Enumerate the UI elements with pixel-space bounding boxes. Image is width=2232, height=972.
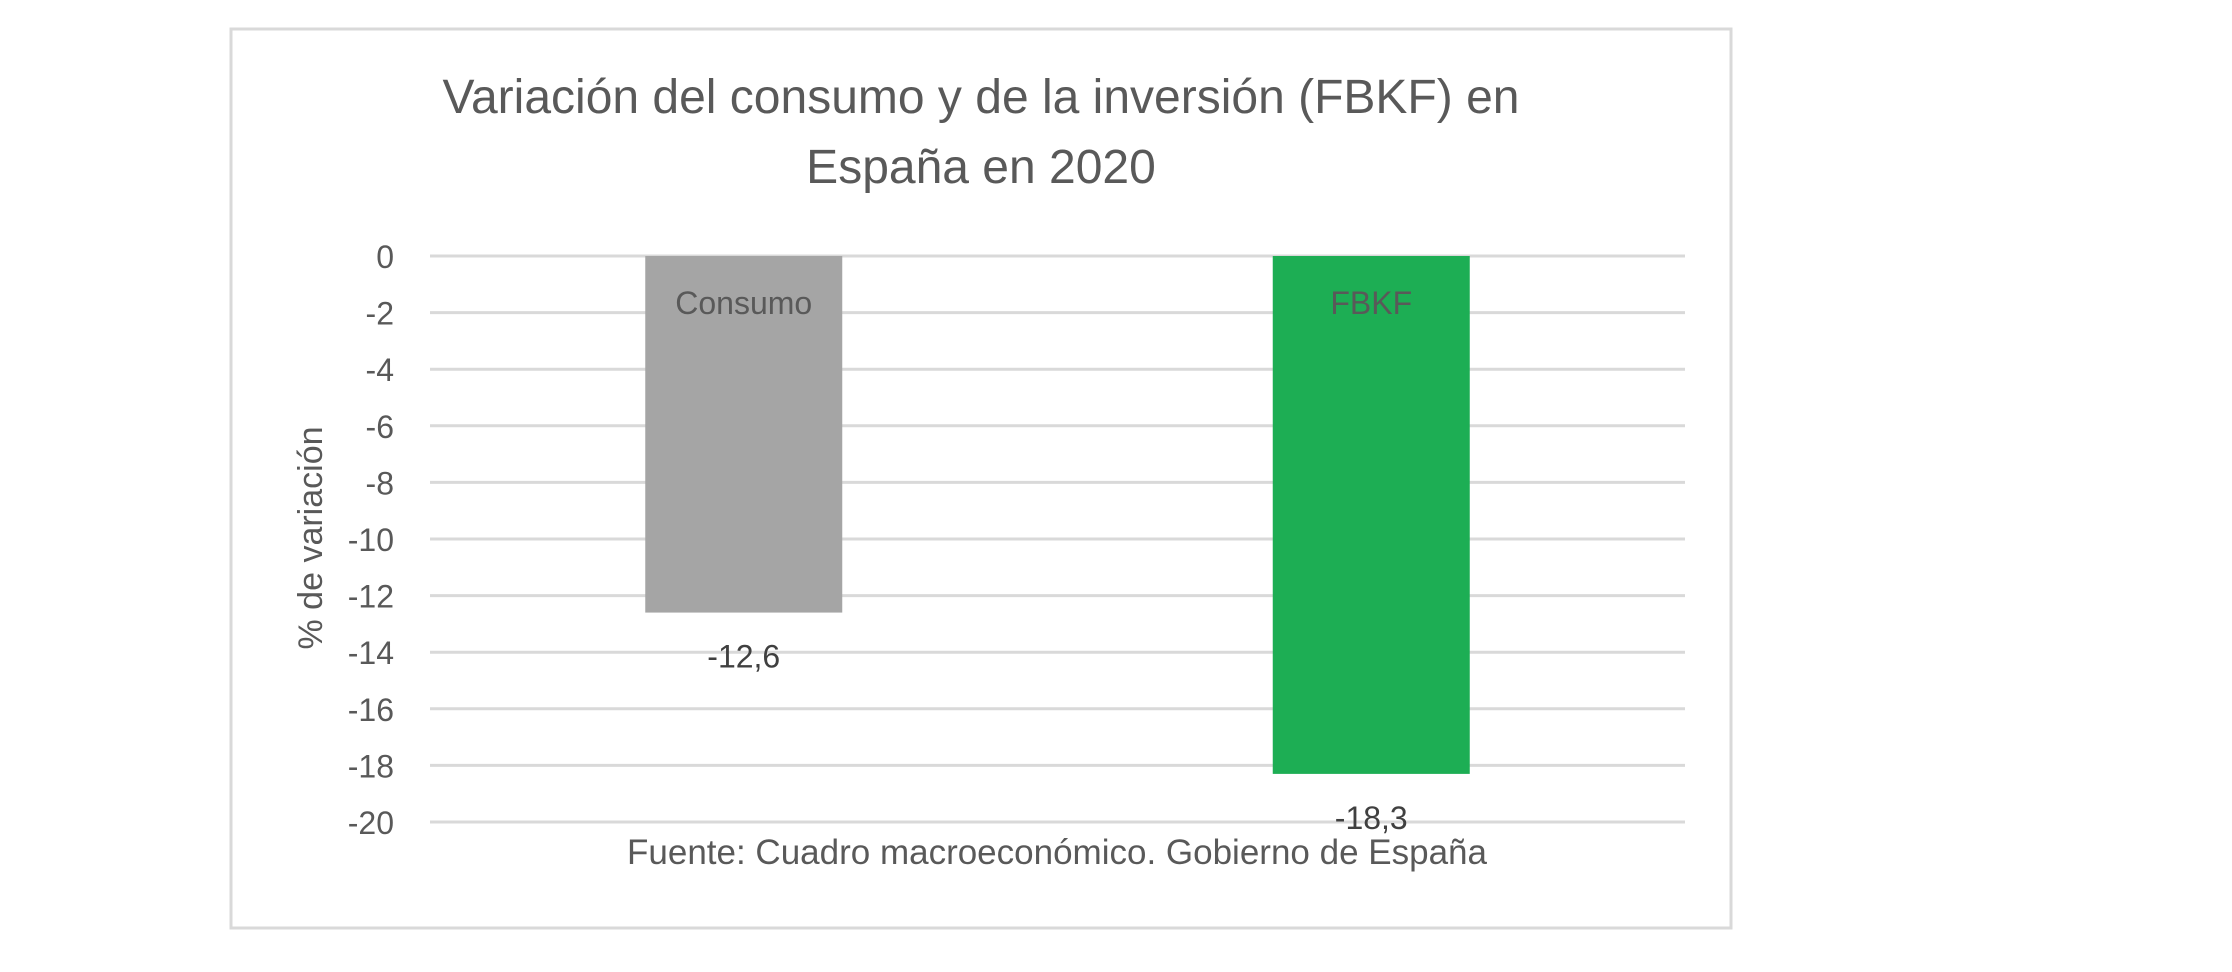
y-tick-label: 0: [376, 239, 394, 275]
chart-title-line-2: España en 2020: [806, 141, 1156, 194]
y-axis-label: % de variación: [292, 426, 330, 649]
value-label: -12,6: [707, 639, 780, 675]
y-tick-label: -6: [366, 409, 394, 445]
bars: [645, 256, 1470, 774]
y-tick-label: -4: [366, 352, 394, 388]
data-labels: Consumo -12,6 FBKF -18,3: [675, 285, 1412, 836]
y-tick-label: -20: [348, 805, 394, 841]
y-tick-label: -2: [366, 296, 394, 332]
gridlines: [430, 254, 1685, 824]
category-label: Consumo: [675, 285, 812, 321]
chart-area-border: [229, 27, 1733, 930]
y-tick-label: -18: [348, 748, 394, 784]
y-tick-label: -8: [366, 465, 394, 501]
bar-fbkf: [1272, 256, 1470, 774]
y-tick-label: -12: [348, 579, 394, 615]
y-axis-ticks: 0 -2 -4 -6 -8 -10 -12 -14 -16 -18 -20: [348, 239, 394, 841]
chart-title-line-1: Variación del consumo y de la inversión …: [443, 71, 1520, 124]
y-tick-label: -14: [348, 635, 394, 671]
value-label: -18,3: [1335, 800, 1408, 836]
source-note: Fuente: Cuadro macroeconómico. Gobierno …: [627, 833, 1487, 872]
bar-consumo: [645, 256, 843, 613]
y-tick-label: -10: [348, 522, 394, 558]
category-label: FBKF: [1330, 285, 1412, 321]
y-tick-label: -16: [348, 692, 394, 728]
